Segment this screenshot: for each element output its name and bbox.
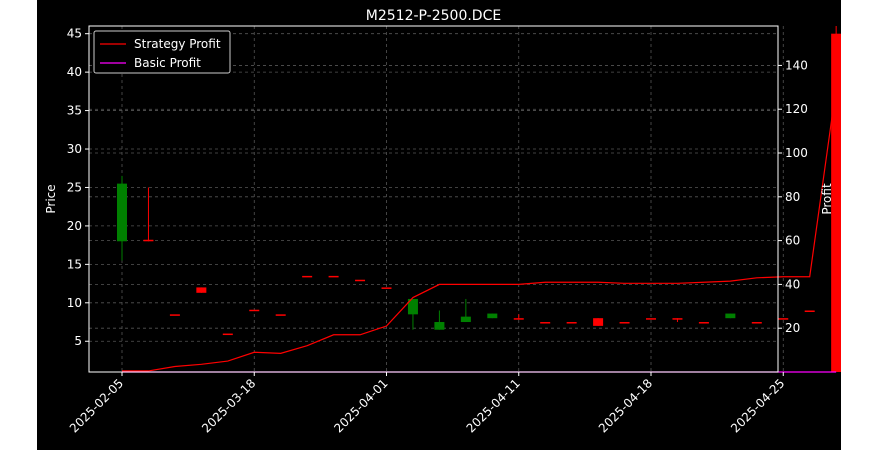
y-tick-label-left: 40	[67, 65, 82, 79]
candle-body	[169, 314, 180, 316]
candle-body	[222, 333, 233, 336]
chart-svg: 5 10 15 20 25 30 35 40 45 20 40 60 80 100 120 140 2025-0…	[44, 8, 842, 436]
legend-box	[93, 30, 231, 74]
candle-body	[804, 310, 815, 312]
candle-body	[751, 322, 762, 324]
candle-body	[196, 287, 207, 293]
strategy-profit-line	[122, 87, 837, 372]
x-tick-label: 2025-03-18	[199, 376, 258, 435]
candle-body	[117, 183, 127, 242]
candle-body	[566, 322, 577, 324]
candle-body	[355, 279, 366, 282]
chart-figure: 5 10 15 20 25 30 35 40 45 20 40 60 80 100 120 140 2025-0…	[37, 0, 842, 450]
y-tick-label-right: 100	[785, 146, 808, 160]
y-tick-label-right: 80	[785, 190, 800, 204]
y-tick-label-right: 40	[785, 277, 800, 291]
candle-body	[725, 313, 736, 319]
candle-body	[540, 322, 551, 324]
y-tick-label-left: 5	[74, 334, 82, 348]
chart-title: M2512-P-2500.DCE	[366, 8, 501, 24]
candle-body	[698, 322, 709, 324]
candle-body	[434, 322, 445, 330]
y-axis-label-left: Price	[44, 184, 58, 213]
candle-body	[593, 318, 604, 326]
candle-body	[302, 275, 313, 278]
y-tick-label-left: 20	[67, 219, 82, 233]
candle-body	[672, 318, 683, 320]
plot-frame	[88, 25, 779, 373]
candle-body	[646, 318, 656, 320]
x-tick-label: 2025-04-01	[331, 376, 390, 435]
y-axis-label-right: Profit	[820, 183, 834, 215]
axes: 5 10 15 20 25 30 35 40 45 20 40 60 80 100 120 140 2025-0…	[67, 27, 808, 436]
y-tick-label-left: 25	[67, 180, 82, 194]
x-tick-label: 2025-04-18	[596, 376, 655, 435]
x-tick-label: 2025-04-11	[464, 376, 523, 435]
y-tick-label-right: 120	[785, 102, 808, 116]
candle-body	[513, 318, 524, 320]
y-tick-label-right: 140	[785, 58, 808, 72]
y-tick-label-left: 35	[67, 104, 82, 118]
candle-body	[619, 322, 630, 324]
y-tick-label-left: 10	[67, 296, 82, 310]
grid-lines	[89, 26, 784, 372]
candle-body	[275, 314, 286, 316]
candles	[117, 26, 842, 372]
y-tick-label-right: 20	[785, 321, 800, 335]
profit-lines	[122, 87, 837, 373]
candle-body	[328, 275, 339, 278]
candle-body	[381, 287, 392, 289]
legend: Strategy Profit Basic Profit	[93, 30, 231, 74]
y-tick-label-right: 60	[785, 234, 800, 248]
y-tick-label-left: 15	[67, 257, 82, 271]
candle-body	[407, 298, 418, 315]
candle-body	[487, 313, 498, 319]
y-tick-label-left: 45	[67, 27, 82, 41]
candle-body	[778, 318, 789, 320]
candle-body	[831, 33, 842, 372]
x-tick-label: 2025-02-05	[67, 376, 126, 435]
candle-body	[460, 316, 471, 323]
x-tick-label: 2025-04-25	[728, 376, 787, 435]
candle-body	[143, 239, 154, 242]
candle-body	[249, 309, 260, 312]
y-tick-label-left: 30	[67, 142, 82, 156]
legend-label-basic-profit: Basic Profit	[134, 56, 201, 70]
legend-label-strategy-profit: Strategy Profit	[134, 37, 221, 51]
